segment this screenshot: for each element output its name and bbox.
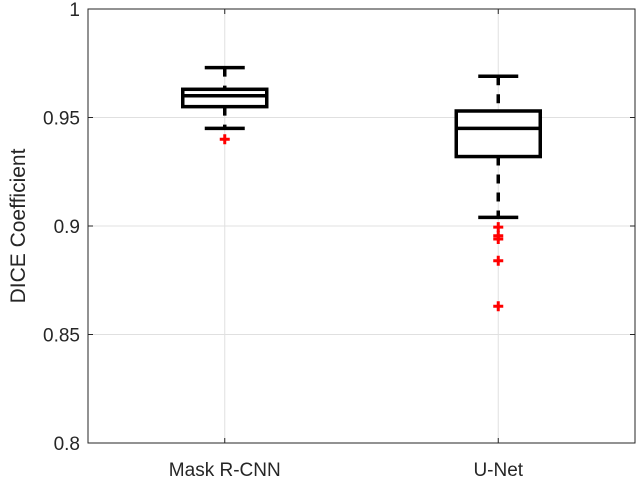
iqr-box [181, 87, 269, 109]
x-tick-label: Mask R-CNN [169, 460, 281, 480]
y-tick-label: 0.9 [54, 217, 80, 238]
outlier-marker [493, 255, 504, 266]
y-tick-label: 1 [69, 0, 80, 21]
iqr-box [454, 109, 542, 159]
outlier-marker [493, 234, 504, 245]
box-mask-r-cnn [181, 65, 269, 145]
grid-lines [88, 8, 635, 444]
x-tick-label: U-Net [473, 460, 523, 480]
y-tick-labels: 0.8 0.85 0.9 0.95 1 [43, 0, 80, 455]
outlier-marker [219, 134, 230, 145]
y-axis-label: DICE Coefficient [7, 148, 30, 303]
y-tick-label: 0.85 [43, 326, 80, 347]
axes [87, 8, 636, 444]
outlier-marker [493, 301, 504, 312]
box-u-net [454, 74, 542, 312]
boxes [181, 65, 542, 312]
x-tick-labels: Mask R-CNN U-Net [169, 460, 524, 480]
outlier-marker [493, 222, 504, 233]
y-tick-label: 0.95 [43, 109, 80, 130]
y-tick-label: 0.8 [54, 434, 80, 455]
